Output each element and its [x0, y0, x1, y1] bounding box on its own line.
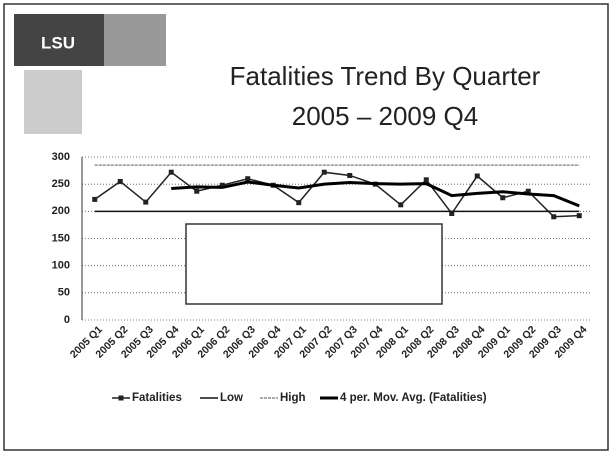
legend: Fatalities Low High 4 per. Mov. Avg. (Fatal… [112, 392, 487, 404]
point-marker [576, 213, 582, 219]
logo-box [14, 14, 104, 66]
legend-label: Low [220, 392, 243, 404]
logo-photo [104, 14, 166, 66]
chart-title: Fatalities Trend By Quarter [230, 61, 541, 91]
point-marker [423, 177, 429, 183]
point-marker [500, 195, 506, 201]
point-marker [321, 169, 327, 175]
point-marker [219, 182, 225, 188]
point-marker [551, 214, 557, 220]
legend-label: High [280, 392, 306, 404]
point-marker [296, 200, 302, 206]
point-marker [449, 211, 455, 217]
point-marker [525, 188, 531, 194]
series-line [94, 171, 580, 218]
logo: LSU [14, 14, 166, 134]
y-tick-label: 200 [52, 205, 70, 217]
point-marker [347, 172, 353, 178]
point-marker [194, 188, 200, 194]
logo-pattern [24, 70, 82, 134]
blank-box [185, 223, 443, 305]
y-tick-label: 150 [52, 232, 70, 244]
point-marker [168, 169, 174, 175]
y-tick-label: 300 [52, 151, 70, 163]
legend-marker [118, 395, 124, 401]
logo-text: LSU [41, 33, 75, 52]
series-line [171, 180, 580, 208]
point-marker [474, 173, 480, 179]
point-marker [398, 202, 404, 208]
legend-label: 4 per. Mov. Avg. (Fatalities) [340, 392, 487, 404]
y-tick-label: 100 [52, 260, 70, 272]
chart-subtitle: 2005 – 2009 Q4 [292, 101, 479, 131]
y-tick-label: 250 [52, 178, 70, 190]
point-marker [245, 176, 251, 182]
point-marker [143, 199, 149, 205]
point-marker [92, 196, 98, 202]
y-tick-label: 50 [58, 287, 70, 299]
legend-label: Fatalities [132, 392, 182, 404]
y-tick-label: 0 [64, 314, 70, 326]
point-marker [117, 178, 123, 184]
